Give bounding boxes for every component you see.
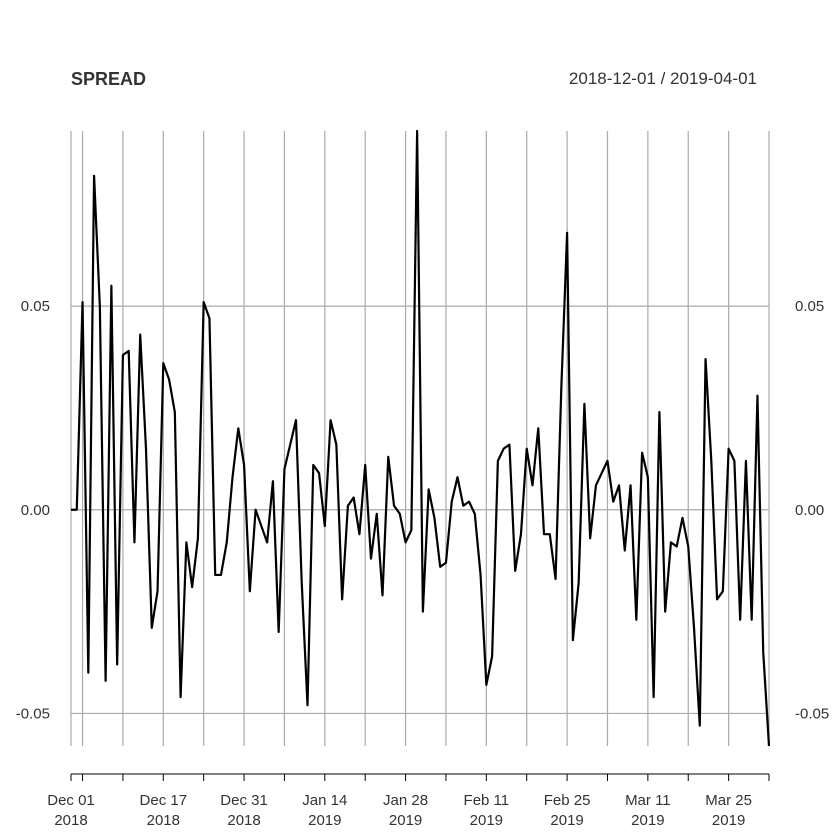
grid: [70, 131, 770, 746]
y-tick-label-right: 0.00: [795, 502, 824, 519]
series-layer: [71, 129, 771, 747]
x-tick-label: Dec 17: [140, 792, 188, 809]
x-tick-label: Jan 14: [302, 792, 347, 809]
x-tick-year: 2019: [712, 812, 745, 829]
chart-title: SPREAD: [71, 69, 146, 89]
x-tick-label: Dec 31: [220, 792, 268, 809]
y-tick-label-left: 0.05: [21, 298, 50, 315]
y-tick-label-left: 0.00: [21, 502, 50, 519]
x-tick-label: Feb 25: [544, 792, 591, 809]
x-tick-label: Jan 28: [383, 792, 428, 809]
date-range-label: 2018-12-01 / 2019-04-01: [569, 69, 757, 88]
x-tick-year: 2019: [308, 812, 341, 829]
x-tick-label: Feb 11: [464, 792, 510, 809]
x-tick-year: 2019: [550, 812, 583, 829]
x-axis: Dec 01 2018 Dec 17 2018 Dec 31 2018 Jan 14 2019…: [47, 773, 770, 829]
x-tick-year: 2019: [470, 812, 503, 829]
x-tick-label: Mar 11: [625, 792, 671, 809]
y-tick-label-left: -0.05: [16, 705, 50, 722]
series-line: [71, 129, 771, 747]
x-tick-year: 2019: [631, 812, 664, 829]
y-tick-label-right: -0.05: [795, 705, 829, 722]
x-tick-label: Mar 25: [705, 792, 752, 809]
x-tick-year: 2018: [227, 812, 260, 829]
x-tick-year: 2018: [147, 812, 180, 829]
y-tick-label-right: 0.05: [795, 298, 824, 315]
x-tick-year: 2018: [54, 812, 87, 829]
x-tick-label: Dec 01: [47, 792, 95, 809]
x-tick-year: 2019: [389, 812, 422, 829]
y-axis: 0.05 0.05 0.00 0.00 -0.05 -0.05: [16, 298, 829, 722]
